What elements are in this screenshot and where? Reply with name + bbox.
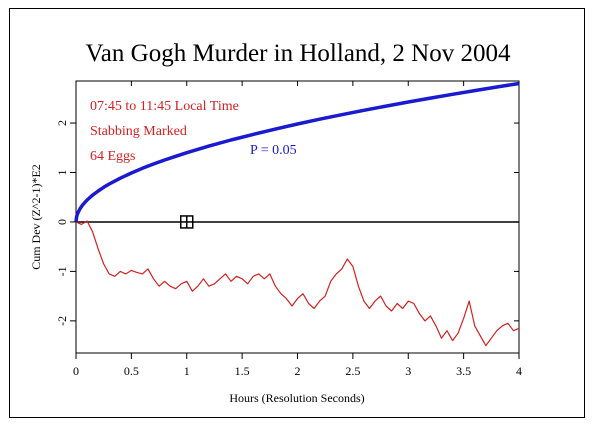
x-tick-label: 1.5: [235, 364, 250, 378]
x-tick-label: 0: [73, 364, 79, 378]
series-layer: [74, 81, 520, 347]
x-tick-label: 2.5: [345, 364, 360, 378]
x-axis-label: Hours (Resolution Seconds): [229, 391, 364, 405]
y-axis-ticks: -2 -1 0 1 2: [55, 120, 519, 326]
annotation-p-value: P = 0.05: [250, 143, 297, 158]
chart-title: Van Gogh Murder in Holland, 2 Nov 2004: [86, 40, 511, 67]
y-tick-label: 0: [55, 219, 69, 225]
significance-envelope-line: [74, 81, 520, 223]
plot-area: [75, 80, 520, 354]
chart-frame: Van Gogh Murder in Holland, 2 Nov 2004 0…: [9, 8, 585, 418]
x-tick-label: 3.5: [456, 364, 471, 378]
annotation-time-range: 07:45 to 11:45 Local Time: [90, 99, 239, 114]
event-marker: [180, 215, 194, 229]
x-tick-label: 4: [516, 364, 522, 378]
annotation-stabbing-marked: Stabbing Marked: [90, 124, 187, 139]
x-tick-label: 3: [405, 364, 411, 378]
annotation-egg-count: 64 Eggs: [90, 149, 136, 164]
y-tick-label: -1: [55, 266, 69, 276]
x-tick-label: 0.5: [124, 364, 139, 378]
cumdev-chart: Van Gogh Murder in Holland, 2 Nov 2004 0…: [29, 40, 522, 405]
cumdev-data-line: [75, 220, 520, 347]
x-axis-ticks: 0 0.5 1 1.5 2 2.5 3 3.5 4: [73, 81, 522, 378]
y-tick-label: 2: [55, 120, 69, 126]
x-tick-label: 1: [184, 364, 190, 378]
x-tick-label: 2: [295, 364, 301, 378]
y-axis-label: Cum Dev (Z^2-1)*E2: [29, 164, 43, 270]
y-tick-label: -2: [55, 316, 69, 326]
y-tick-label: 1: [55, 169, 69, 175]
